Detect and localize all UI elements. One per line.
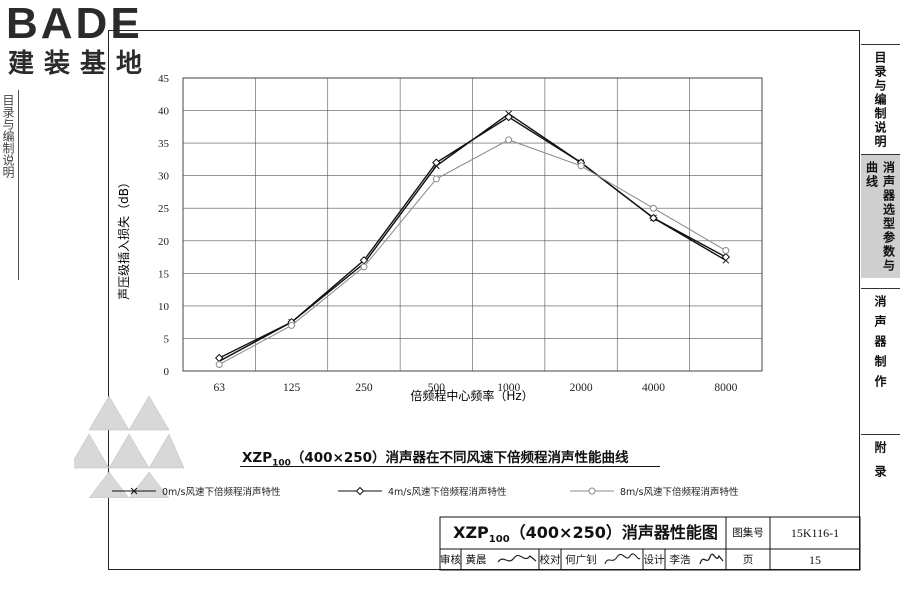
watermark-triangles [74,395,184,498]
y-tick-label: 35 [158,138,170,150]
title-model-sub: 100 [488,534,510,546]
data-point-diamond [721,252,731,262]
side-tab-label: 消声器选型参数与曲线 [864,161,896,273]
data-point-circle [360,263,368,271]
data-point-circle [577,162,585,170]
title-block-title: XZP100（400×250）消声器性能图 [448,520,723,546]
x-tick-label: 8000 [714,382,737,394]
x-tick-label: 63 [213,382,225,394]
side-tab-appendix[interactable]: 附录 [861,434,900,514]
left-edge-strip: 目录与编制说明 [0,90,19,280]
x-tick-label: 500 [428,382,446,394]
y-tick-label: 45 [158,73,170,85]
data-point-circle [722,247,730,255]
x-tick-label: 4000 [642,382,665,394]
y-tick-label: 10 [158,301,170,313]
data-point-circle [215,360,223,368]
side-tab-label: 附录 [873,441,887,489]
x-tick-labels: 63 125 250 500 1000 2000 4000 8000 [213,382,737,394]
data-point-circle [649,204,657,212]
review-label: 审核 [440,554,461,566]
data-point-circle [505,136,513,144]
side-tab-selection-curves[interactable]: 消声器选型参数与曲线 [861,154,900,278]
series-line [218,116,727,359]
reviewer-name: 黄晨 [465,554,487,566]
side-tab-label: 目录与编制说明 [873,51,887,149]
designer-signature [698,551,725,568]
left-strip-text: 目录与编制说明 [1,94,15,178]
chart-legend: 0m/s风速下倍频程消声特性 4m/s风速下倍频程消声特性 8m/s风速下倍频程消声… [112,486,739,498]
y-tick-label: 20 [158,236,170,248]
x-tick-label: 2000 [570,382,593,394]
data-point-circle [588,487,596,495]
caption-rest: （400×250）消声器在不同风速下倍频程消声性能曲线 [290,450,629,466]
caption-model: XZP [242,450,273,466]
data-point-diamond [355,486,365,496]
atlas-label: 图集号 [732,527,764,539]
data-point-diamond [504,112,513,122]
side-tab-label: 消声器制作 [873,295,887,395]
x-tick-label: 250 [355,382,373,394]
y-tick-label: 15 [158,268,170,280]
x-tick-label: 1000 [497,382,520,394]
insertion-loss-chart: 0 5 10 15 20 25 30 35 40 45 63 125 250 500 1000 2000 40… [112,73,763,498]
checker-signature [602,552,642,568]
y-tick-label: 25 [158,203,170,215]
x-tick-label: 125 [283,382,301,394]
legend-label: 0m/s风速下倍频程消声特性 [162,486,281,498]
y-tick-label: 5 [164,333,170,345]
designer-name: 李浩 [669,554,691,566]
caption-underline [240,466,660,467]
data-point-circle [432,175,440,183]
series-8ms [215,136,730,368]
data-point-cross [130,487,138,495]
page-label: 页 [742,554,754,566]
y-tick-label: 0 [164,366,170,378]
atlas-number: 15K116-1 [790,526,840,540]
title-rest: （400×250）消声器性能图 [509,523,718,542]
data-point-diamond [432,158,441,167]
design-label: 设计 [643,554,665,566]
y-axis-label: 声压级插入损失（dB） [116,176,131,300]
page-number: 15 [809,553,821,567]
y-tick-label: 40 [158,106,170,118]
brand-logo-cn: 建装基地 [8,49,153,79]
chart-series [214,110,731,368]
chart-caption: XZP100（400×250）消声器在不同风速下倍频程消声性能曲线 [242,446,629,469]
legend-entry: 0m/s风速下倍频程消声特性 [112,486,281,498]
y-tick-label: 30 [158,171,170,183]
legend-entry: 4m/s风速下倍频程消声特性 [338,486,507,498]
legend-entry: 8m/s风速下倍频程消声特性 [570,486,739,498]
x-axis-label: 倍频程中心频率（Hz） [410,388,533,403]
data-point-diamond [649,213,658,223]
brand-logo: BADE [6,0,143,48]
checker-name: 何广钊 [565,554,597,566]
side-tab-contents[interactable]: 目录与编制说明 [861,44,900,154]
title-model: XZP [453,523,489,542]
legend-label: 8m/s风速下倍频程消声特性 [620,486,739,498]
reviewer-signature [496,552,538,568]
caption-model-sub: 100 [272,458,291,469]
y-tick-labels: 0 5 10 15 20 25 30 35 40 45 [158,73,170,378]
series-line [218,139,727,365]
data-point-circle [288,321,296,329]
side-tab-fabrication[interactable]: 消声器制作 [861,288,900,424]
chart-grid [182,77,763,372]
legend-label: 4m/s风速下倍频程消声特性 [388,486,507,498]
check-label: 校对 [539,554,561,566]
